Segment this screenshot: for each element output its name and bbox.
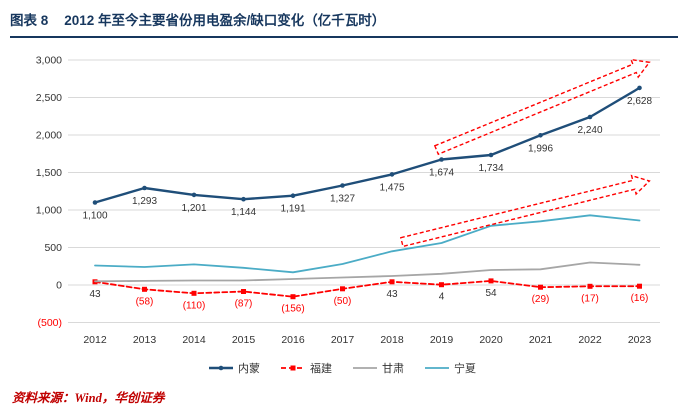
x-tick-label: 2014 xyxy=(182,334,206,346)
x-tick-label: 2019 xyxy=(430,334,454,346)
data-label: 43 xyxy=(89,289,101,300)
series-line xyxy=(93,86,641,204)
data-point-marker xyxy=(637,283,642,289)
data-label: 1,327 xyxy=(330,194,355,205)
legend-item: 宁夏 xyxy=(425,361,476,375)
data-label: (58) xyxy=(136,296,154,307)
data-label: 1,191 xyxy=(280,204,305,215)
figure-title: 2012 年至今主要省份用电盈余/缺口变化（亿千瓦时） xyxy=(64,13,386,28)
data-point-marker xyxy=(389,172,395,177)
x-tick-label: 2023 xyxy=(628,334,652,346)
data-label: 54 xyxy=(485,288,497,299)
legend-label: 内蒙 xyxy=(238,361,260,375)
data-point-marker xyxy=(191,290,197,296)
legend-item: 福建 xyxy=(281,361,332,375)
data-point-marker xyxy=(587,283,593,289)
series-line xyxy=(94,261,641,283)
data-point-marker xyxy=(389,279,395,285)
data-label: 1,144 xyxy=(231,207,256,218)
legend: 内蒙 福建 甘肃 宁夏 xyxy=(209,361,476,375)
y-tick-label: 2,500 xyxy=(36,92,62,104)
x-tick-label: 2018 xyxy=(380,334,404,346)
data-label: 4 xyxy=(439,292,445,303)
y-axis-tick-labels: 3,000 2,500 2,000 1,500 1,000 500 0 (500) xyxy=(36,55,62,330)
data-label: (110) xyxy=(183,300,206,311)
data-point-marker xyxy=(340,183,345,188)
legend-label: 宁夏 xyxy=(454,361,476,375)
data-point-marker xyxy=(488,152,494,158)
data-point-marker xyxy=(191,192,197,198)
data-point-marker xyxy=(340,286,345,292)
data-point-marker xyxy=(439,157,444,162)
series-1-fujian: 43 (58) (110) (87) (156) (50) 43 4 54 (29) (17) (16… xyxy=(89,278,649,315)
data-point-marker xyxy=(538,284,543,290)
series-line xyxy=(94,214,641,274)
data-label: 43 xyxy=(386,289,398,300)
x-tick-label: 2021 xyxy=(529,334,553,346)
y-tick-label: 0 xyxy=(56,280,62,292)
legend-item: 甘肃 xyxy=(353,362,404,375)
series-0-neimeng: 1,100 1,293 1,201 1,144 1,191 1,327 1,475 1,674… xyxy=(82,85,652,222)
data-label: (156) xyxy=(281,304,304,315)
y-tick-label: 1,000 xyxy=(36,205,62,217)
data-point-marker xyxy=(142,185,147,191)
data-label: (29) xyxy=(532,294,550,305)
trend-arrow xyxy=(399,174,651,248)
data-label: 1,475 xyxy=(379,182,404,193)
data-label: (17) xyxy=(581,293,599,304)
gridlines xyxy=(68,59,660,323)
figure-source: 资料来源：Wind，华创证券 xyxy=(12,391,165,405)
data-label: 1,674 xyxy=(429,167,454,178)
data-label: 2,628 xyxy=(627,96,652,107)
data-point-marker xyxy=(92,200,98,205)
data-point-marker xyxy=(637,85,642,91)
data-label: 1,734 xyxy=(478,163,503,174)
y-tick-label: (500) xyxy=(37,317,62,329)
data-point-marker xyxy=(488,278,494,284)
data-point-marker xyxy=(538,133,543,138)
data-label: 1,293 xyxy=(132,196,157,207)
legend-item: 内蒙 xyxy=(209,361,260,375)
series-line xyxy=(94,280,641,298)
x-tick-label: 2015 xyxy=(232,334,256,346)
data-point-marker xyxy=(241,289,246,294)
x-tick-label: 2012 xyxy=(83,334,107,346)
x-tick-label: 2020 xyxy=(479,334,503,346)
legend-marker xyxy=(218,365,224,371)
x-tick-label: 2022 xyxy=(578,334,602,346)
data-label: 1,100 xyxy=(82,211,107,222)
x-tick-label: 2016 xyxy=(281,334,305,346)
data-label: (16) xyxy=(631,293,649,304)
series-3-ningxia xyxy=(94,214,641,274)
series-2-gansu xyxy=(94,261,641,283)
figure-header: 图表 8 2012 年至今主要省份用电盈余/缺口变化（亿千瓦时） xyxy=(10,0,678,38)
y-tick-label: 1,500 xyxy=(36,167,62,179)
legend-label: 福建 xyxy=(310,361,332,375)
data-label: 2,240 xyxy=(577,125,602,136)
legend-marker xyxy=(290,365,296,371)
trend-arrow xyxy=(433,58,651,156)
y-tick-label: 3,000 xyxy=(36,55,62,67)
x-tick-label: 2013 xyxy=(133,334,157,346)
x-tick-label: 2017 xyxy=(331,334,355,346)
data-point-marker xyxy=(241,196,246,202)
data-label: (50) xyxy=(334,296,352,307)
y-tick-label: 500 xyxy=(44,242,62,254)
chart-area: 3,000 2,500 2,000 1,500 1,000 500 0 (500) 2012 20… xyxy=(0,38,688,383)
legend-label: 甘肃 xyxy=(382,362,404,375)
data-point-marker xyxy=(587,114,593,120)
data-point-marker xyxy=(290,193,296,198)
data-label: (87) xyxy=(235,299,253,310)
data-point-marker xyxy=(439,282,444,288)
trend-arrows xyxy=(399,58,651,248)
data-point-marker xyxy=(290,294,296,300)
figure-label: 图表 8 xyxy=(10,13,49,28)
data-point-marker xyxy=(142,286,147,292)
y-tick-label: 2,000 xyxy=(36,130,62,142)
data-label: 1,201 xyxy=(181,203,206,214)
data-label: 1,996 xyxy=(528,143,553,154)
x-axis-tick-labels: 2012 2013 2014 2015 2016 2017 2018 2019 2020 2021… xyxy=(83,334,651,346)
